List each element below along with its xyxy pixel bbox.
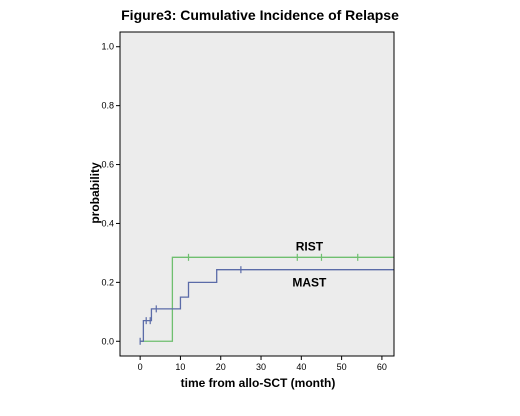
series-line-mast bbox=[140, 269, 394, 342]
series-label-rist: RIST bbox=[296, 239, 324, 253]
x-tick-label: 50 bbox=[337, 362, 347, 372]
y-tick-label: 0.2 bbox=[101, 277, 114, 287]
plot-frame bbox=[119, 31, 395, 357]
plot-area bbox=[120, 32, 394, 356]
x-tick-label: 20 bbox=[216, 362, 226, 372]
y-axis-label: probability bbox=[88, 162, 102, 224]
series-line-rist bbox=[140, 256, 394, 342]
x-tick-label: 40 bbox=[296, 362, 306, 372]
x-axis: 0 10 20 30 40 50 60 bbox=[138, 356, 387, 372]
x-tick-label: 0 bbox=[138, 362, 143, 372]
y-axis: 0.0 0.2 0.4 0.6 0.8 1.0 bbox=[101, 42, 120, 346]
chart-title: Figure3: Cumulative Incidence of Relapse bbox=[121, 7, 399, 23]
y-tick-label: 0.0 bbox=[101, 336, 114, 346]
y-tick-label: 1.0 bbox=[101, 42, 114, 52]
x-tick-label: 60 bbox=[377, 362, 387, 372]
x-tick-label: 10 bbox=[175, 362, 185, 372]
y-tick-label: 0.6 bbox=[101, 160, 114, 170]
y-tick-label: 0.8 bbox=[101, 101, 114, 111]
y-tick-label: 0.4 bbox=[101, 218, 114, 228]
x-tick-label: 30 bbox=[256, 362, 266, 372]
x-axis-label: time from allo-SCT (month) bbox=[181, 376, 336, 390]
series-layer bbox=[139, 253, 394, 345]
series-label-mast: MAST bbox=[292, 276, 327, 290]
